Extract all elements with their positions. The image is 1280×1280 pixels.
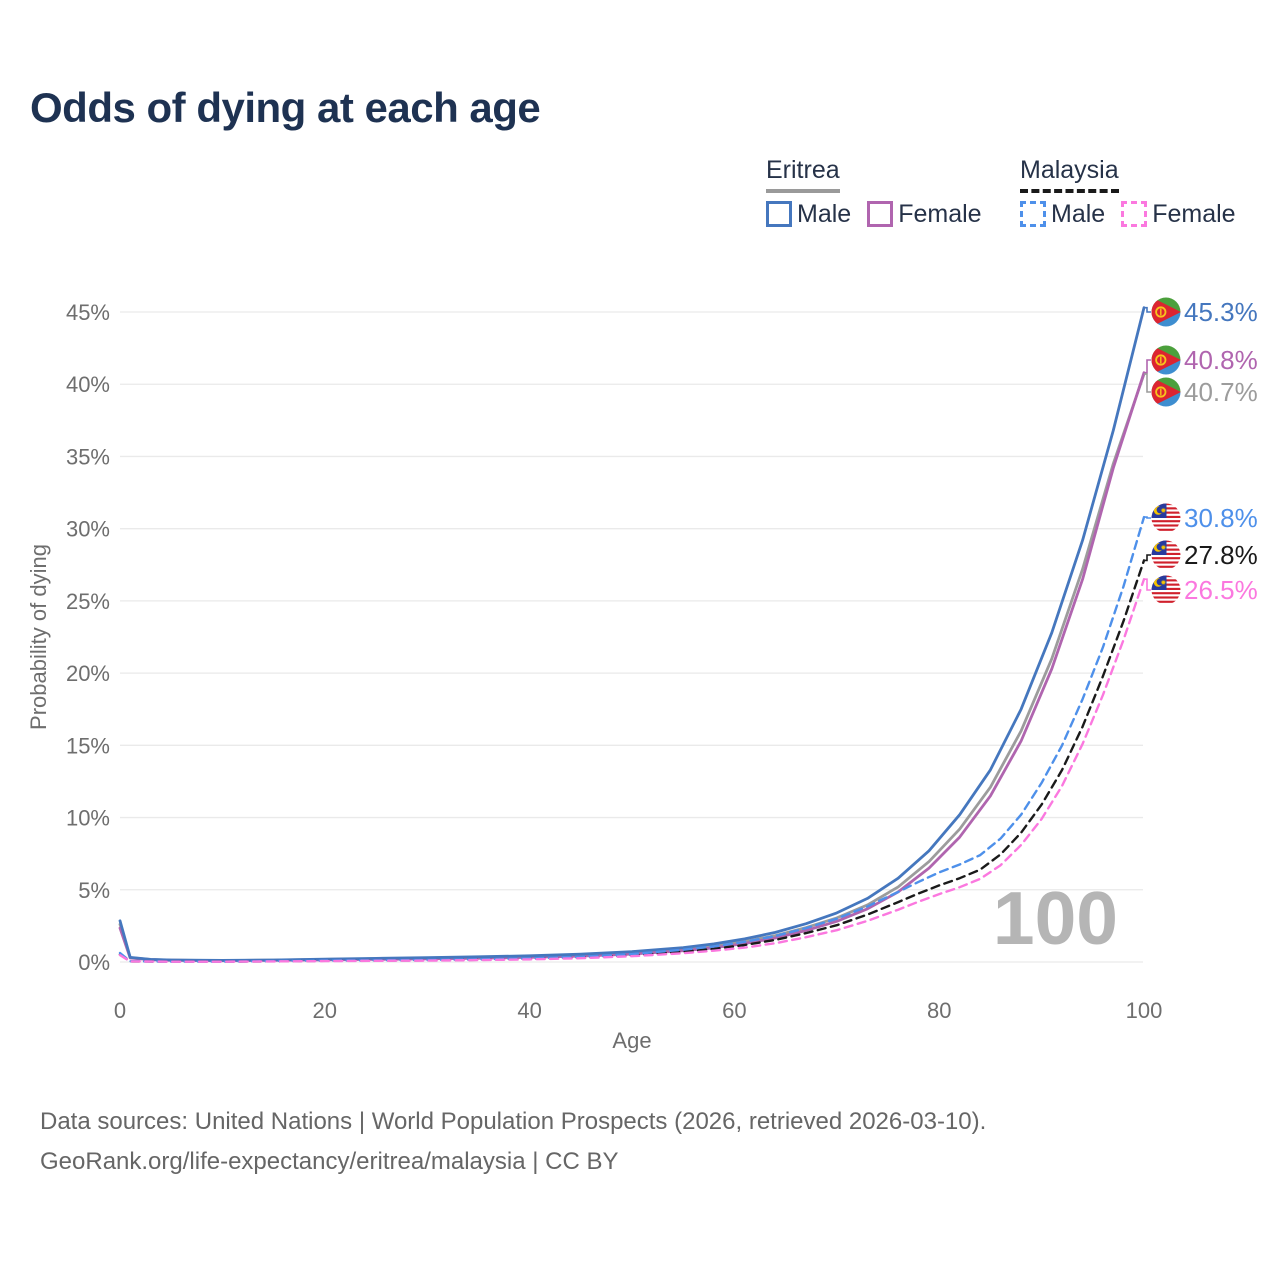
y-tick-label: 20% bbox=[66, 661, 110, 686]
legend-item-label: Male bbox=[1051, 199, 1106, 228]
footer-attribution: GeoRank.org/life-expectancy/eritrea/mala… bbox=[40, 1148, 619, 1175]
legend-item-label: Female bbox=[1152, 199, 1236, 228]
x-tick-label: 100 bbox=[1126, 998, 1163, 1023]
y-tick-label: 35% bbox=[66, 444, 110, 469]
leader-line bbox=[1144, 359, 1151, 374]
label-leader-lines bbox=[1144, 306, 1151, 591]
x-axis-title: Age bbox=[612, 1028, 651, 1053]
age-watermark: 100 bbox=[993, 876, 1118, 960]
legend-swatch-icon bbox=[867, 201, 894, 228]
legend-group-title-eritrea[interactable]: Eritrea bbox=[766, 156, 840, 193]
malaysia-flag-icon bbox=[1151, 575, 1181, 605]
legend-swatch-icon bbox=[1121, 201, 1148, 228]
page-title: Odds of dying at each age bbox=[30, 84, 541, 131]
y-tick-label: 30% bbox=[66, 517, 110, 542]
legend-swatch-icon bbox=[766, 201, 792, 228]
series-line-malaysia-male[interactable] bbox=[118, 515, 1146, 963]
legend-items-row: Male Female bbox=[766, 199, 982, 229]
end-value-label-malaysia-female: 26.5% bbox=[1184, 575, 1258, 605]
y-tick-label: 10% bbox=[66, 806, 110, 831]
end-value-label-eritrea-male: 45.3% bbox=[1184, 297, 1258, 327]
flag-icons bbox=[1151, 297, 1181, 605]
leader-line bbox=[1144, 578, 1151, 591]
legend-group-malaysia: Malaysia Male Female bbox=[1020, 156, 1236, 229]
legend-item-label: Female bbox=[898, 199, 982, 228]
x-tick-label: 60 bbox=[722, 998, 746, 1023]
legend-group-eritrea: Eritrea Male Female bbox=[766, 156, 982, 229]
legend-item-malaysia-female[interactable]: Female bbox=[1121, 199, 1236, 229]
legend-item-eritrea-male[interactable]: Male bbox=[766, 199, 852, 229]
end-value-label-eritrea-female: 40.8% bbox=[1184, 345, 1258, 375]
legend-items-row: Male Female bbox=[1020, 199, 1236, 229]
legend-item-label: Male bbox=[797, 199, 852, 228]
legend-swatch-icon bbox=[1020, 201, 1046, 228]
eritrea-flag-icon bbox=[1151, 345, 1181, 375]
eritrea-flag-icon bbox=[1151, 377, 1181, 407]
footer: Data sources: United Nations | World Pop… bbox=[40, 1102, 986, 1182]
leader-line bbox=[1144, 306, 1151, 313]
x-tick-label: 20 bbox=[313, 998, 337, 1023]
x-axis-tick-labels: 0 20 40 60 80 100 bbox=[114, 998, 1162, 1023]
end-value-labels: 45.3% 40.8%40.7% 30.8% 27.8% 26.5% bbox=[1184, 297, 1258, 605]
y-tick-label: 5% bbox=[78, 878, 110, 903]
y-tick-label: 15% bbox=[66, 733, 110, 758]
malaysia-flag-icon bbox=[1151, 503, 1181, 533]
leader-line bbox=[1144, 373, 1151, 393]
y-axis-title: Probability of dying bbox=[26, 544, 51, 730]
y-tick-label: 25% bbox=[66, 589, 110, 614]
leader-line bbox=[1144, 554, 1151, 562]
leader-line bbox=[1144, 516, 1151, 519]
gridlines bbox=[120, 311, 1143, 963]
legend: Eritrea Male Female Malaysia Male Female bbox=[0, 0, 1280, 250]
series-curves bbox=[118, 306, 1146, 963]
legend-group-title-malaysia[interactable]: Malaysia bbox=[1020, 156, 1119, 193]
end-value-label-eritrea: 40.7% bbox=[1184, 377, 1258, 407]
series-line-malaysia-female[interactable] bbox=[118, 578, 1146, 963]
legend-item-eritrea-female[interactable]: Female bbox=[867, 199, 982, 229]
y-tick-label: 45% bbox=[66, 300, 110, 325]
end-value-label-malaysia-male: 30.8% bbox=[1184, 503, 1258, 533]
x-tick-label: 80 bbox=[927, 998, 951, 1023]
y-tick-label: 0% bbox=[78, 950, 110, 975]
eritrea-flag-icon bbox=[1151, 297, 1181, 327]
malaysia-flag-icon bbox=[1151, 540, 1181, 570]
x-tick-label: 0 bbox=[114, 998, 126, 1023]
legend-item-malaysia-male[interactable]: Male bbox=[1020, 199, 1106, 229]
series-line-eritrea-male[interactable] bbox=[118, 306, 1146, 962]
y-axis-tick-labels: 0% 5% 10% 15% 20% 25% 30% 35% 40% 45% bbox=[66, 300, 110, 975]
x-tick-label: 40 bbox=[517, 998, 541, 1023]
end-value-label-malaysia: 27.8% bbox=[1184, 540, 1258, 570]
y-tick-label: 40% bbox=[66, 372, 110, 397]
footer-data-sources: Data sources: United Nations | World Pop… bbox=[40, 1108, 987, 1135]
series-line-malaysia[interactable] bbox=[118, 559, 1146, 963]
